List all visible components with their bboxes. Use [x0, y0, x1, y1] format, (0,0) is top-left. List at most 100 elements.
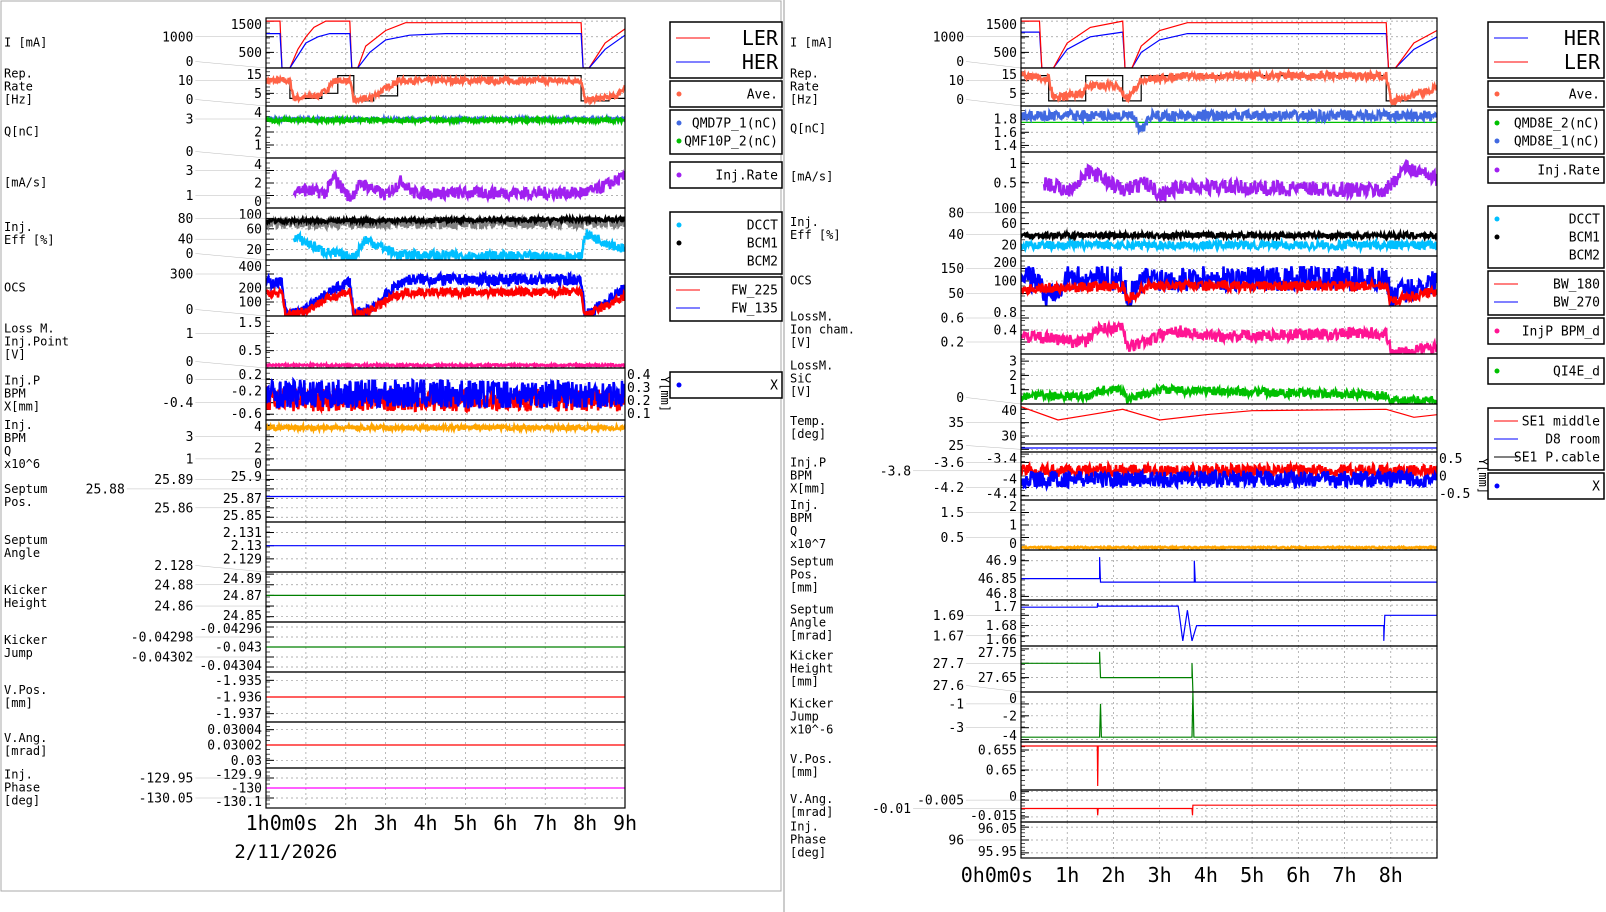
y-tick-label: 80 [948, 206, 964, 221]
y-tick-label: 0.2 [239, 368, 262, 383]
y-axis-label: [deg] [790, 427, 826, 441]
series-scatter-dcct [292, 229, 625, 260]
series-scatter-bcm1 [266, 212, 625, 228]
y-tick-label: 3 [1009, 355, 1017, 370]
y-tick-label: -4.2 [933, 481, 964, 496]
legend-dot-marker [676, 91, 682, 97]
y-tick-label: 20 [246, 243, 262, 258]
panel-frame [1020, 549, 1438, 601]
x-tick-label: 4h [1194, 863, 1218, 887]
y-axis-label: OCS [4, 281, 26, 295]
y-tick-label: 2 [1009, 500, 1017, 515]
legend-label: QMD8E_1(nC) [1514, 135, 1600, 150]
legend-label: QMD7P_1(nC) [692, 117, 778, 132]
y-axis-label: V.Ang. [4, 731, 47, 745]
y2-tick-label: 0.2 [627, 394, 650, 409]
y-tick-label: 20 [1001, 239, 1017, 254]
y-tick-label: 2.13 [231, 539, 262, 554]
legend: Inj.Rate [669, 161, 783, 189]
panel-inj-eff-: 100 80 60 40 20 Inj.Eff [%] DCCT BCM1 BCM2 [790, 201, 1605, 269]
legend-label: HER [742, 50, 779, 74]
panel-frame [1020, 645, 1438, 693]
y-tick-label: 5 [1009, 87, 1017, 102]
y-tick-label: 1 [186, 327, 194, 342]
y-axis-label: Temp. [790, 414, 826, 428]
y-tick-label: 0 [1009, 790, 1017, 805]
legend-dot-marker [676, 172, 682, 178]
panel-rep-rate-hz-: 15 10 5 0 Rep.Rate[Hz] Ave. [4, 67, 783, 108]
legend-box [1487, 317, 1605, 345]
y-axis-label: Height [4, 596, 47, 610]
legend-box [1487, 357, 1605, 385]
y-tick-label: 0 [186, 55, 194, 70]
y-axis-label: Angle [4, 546, 40, 560]
series-line-se1-middle [1021, 406, 1437, 421]
series-group [1021, 319, 1437, 354]
legend-dot-marker [1494, 167, 1500, 173]
series-group [1021, 382, 1437, 404]
x-tick-label: 7h [1333, 863, 1357, 887]
panel-v-pos-mm-: 0.655 0.65 V.Pos.[mm] [790, 741, 1438, 791]
series-line-her [1021, 31, 1437, 68]
y-axis-label: Ion cham. [790, 323, 855, 337]
series-line-ler [1021, 20, 1437, 68]
y-axis-label: Jump [790, 710, 819, 724]
y-tick-label: 0 [956, 391, 964, 406]
legend: X [1487, 472, 1605, 500]
y-tick-label: 0 [186, 355, 194, 370]
y-tick-label: 1.67 [933, 629, 964, 644]
legend-box [1487, 21, 1605, 79]
tick-leader [195, 61, 267, 69]
y-tick-label: 30 [1001, 430, 1017, 445]
y-tick-label: -0.005 [917, 794, 964, 809]
legend-label: BCM2 [747, 255, 778, 270]
y-tick-label: 200 [239, 282, 262, 297]
series-scatter-bw-180 [1021, 276, 1437, 306]
series-scatter-inj-rate [292, 168, 625, 204]
y-tick-label: 2.128 [154, 559, 193, 574]
y-axis-label: Inj.P [790, 456, 826, 470]
series-scatter-qi4e-d [1021, 382, 1437, 404]
y-axis-label: Inj. [4, 220, 33, 234]
y-tick-label: 2.131 [223, 526, 262, 541]
series-line-pos [1021, 557, 1437, 583]
panel-frame [265, 17, 626, 69]
series-scatter-fw-225 [266, 284, 625, 316]
y-tick-label: 10 [178, 74, 194, 89]
y-axis-label: Angle [790, 616, 826, 630]
y-tick-label: -1.935 [215, 674, 262, 689]
y-tick-label: 15 [1001, 68, 1017, 83]
tick-leader [195, 253, 267, 261]
series-line-vp [1021, 745, 1437, 787]
series-scatter-x [1021, 467, 1437, 492]
legend-label: FW_225 [731, 284, 778, 299]
legend-label: Inj.Rate [1537, 164, 1600, 179]
y-tick-label: 0.5 [994, 176, 1017, 191]
panel-frame [1020, 741, 1438, 791]
legend-box [1487, 472, 1605, 500]
y-axis-label: Jump [4, 646, 33, 660]
y-axis-label: Kicker [790, 697, 833, 711]
y-tick-label: 400 [239, 260, 262, 275]
legend-box [669, 109, 783, 155]
series-line-h [1021, 651, 1437, 692]
y-axis-label: BPM [4, 431, 26, 445]
y-tick-label: 1.66 [986, 633, 1017, 648]
panel-lossm-ion-cham-v-: 0.8 0.6 0.4 0.2 LossM.Ion cham.[V] InjP BPM_d [790, 305, 1605, 355]
panel-q-nc-: 4 3 21 0 Q[nC] QMD7P_1(nC) QMF10P_2(nC) [4, 105, 783, 160]
y-tick-label: 2 [254, 177, 262, 192]
y-tick-label: 500 [239, 46, 262, 61]
series-group [1021, 745, 1437, 787]
y-axis-label: Pos. [4, 495, 33, 509]
y2-tick-label: 0.4 [627, 368, 651, 383]
y-tick-label: 80 [178, 212, 194, 227]
legend-box [669, 276, 783, 322]
y-tick-label: -0.04298 [131, 631, 194, 646]
y-tick-label: -1 [948, 697, 964, 712]
y-tick-label: 100 [239, 296, 262, 311]
legend-label: Ave. [747, 88, 778, 103]
